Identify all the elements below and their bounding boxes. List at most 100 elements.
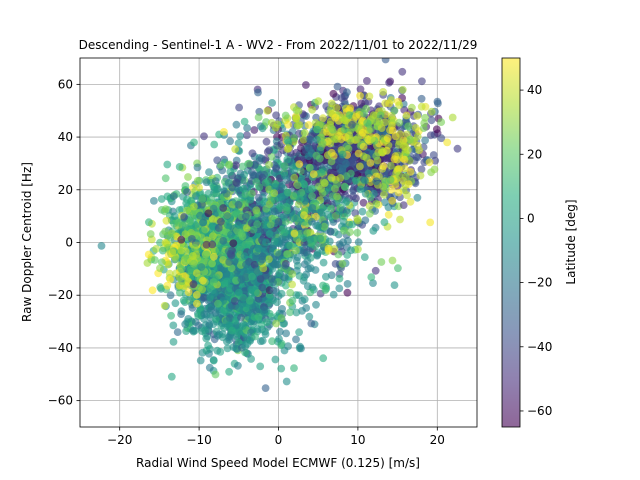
scatter-point (234, 361, 242, 370)
scatter-point (404, 122, 413, 131)
colorbar-tick-label: 0 (527, 211, 535, 225)
scatter-point (225, 367, 234, 376)
scatter-point (275, 202, 284, 211)
scatter-point (232, 161, 240, 170)
scatter-point (190, 202, 198, 211)
scatter-point (385, 99, 394, 108)
scatter-point (164, 260, 173, 269)
scatter-point (274, 217, 283, 226)
scatter-point (302, 304, 311, 312)
scatter-point (363, 119, 372, 127)
scatter-point (226, 284, 235, 293)
x-tick-label: 20 (430, 433, 445, 447)
scatter-point (284, 144, 293, 153)
scatter-point (270, 207, 279, 216)
scatter-point (443, 138, 452, 147)
scatter-point (327, 204, 336, 213)
scatter-point (406, 135, 414, 144)
scatter-point (270, 189, 279, 198)
scatter-point (196, 356, 205, 365)
scatter-point (211, 370, 220, 379)
scatter-point (238, 162, 247, 171)
scatter-point (205, 363, 214, 372)
scatter-point (362, 154, 371, 162)
scatter-point (209, 252, 218, 261)
scatter-point (376, 111, 385, 120)
scatter-point (311, 266, 320, 274)
scatter-point (260, 170, 268, 179)
scatter-point (191, 318, 200, 326)
scatter-point (190, 138, 198, 147)
scatter-point (278, 305, 286, 313)
scatter-point (345, 131, 353, 140)
scatter-point (181, 257, 190, 266)
scatter-point (169, 338, 178, 346)
scatter-point (425, 158, 434, 167)
scatter-point (208, 222, 217, 231)
scatter-point (319, 258, 328, 267)
scatter-point (293, 121, 302, 130)
scatter-point (413, 132, 422, 141)
y-tick-label: −60 (48, 394, 73, 408)
scatter-point (290, 229, 299, 238)
scatter-point (269, 286, 278, 295)
scatter-point (390, 281, 399, 289)
scatter-point (352, 176, 360, 185)
scatter-point (319, 114, 327, 123)
scatter-point (357, 99, 366, 108)
scatter-point (365, 92, 374, 101)
scatter-point (223, 212, 232, 220)
scatter-point (185, 267, 194, 275)
scatter-point (283, 250, 292, 258)
scatter-point (314, 222, 322, 230)
scatter-point (295, 328, 303, 337)
scatter-point (262, 238, 270, 247)
scatter-point (248, 272, 256, 281)
scatter-point (283, 206, 291, 215)
scatter-point (300, 211, 308, 220)
scatter-point (193, 299, 201, 308)
scatter-point (290, 134, 298, 142)
scatter-point (156, 238, 164, 247)
scatter-point (240, 252, 249, 260)
scatter-point (214, 224, 223, 232)
scatter-point (284, 241, 293, 250)
scatter-point (321, 286, 330, 294)
scatter-point (232, 179, 241, 188)
scatter-point (356, 91, 364, 100)
scatter-point (358, 128, 367, 137)
scatter-point (232, 120, 241, 129)
scatter-point (296, 195, 304, 203)
scatter-point (277, 182, 286, 191)
scatter-point (320, 179, 329, 188)
scatter-point (184, 288, 193, 297)
scatter-point (331, 113, 340, 122)
scatter-point (232, 344, 241, 353)
scatter-point (181, 230, 190, 239)
scatter-point (205, 320, 214, 328)
scatter-point (205, 168, 213, 177)
scatter-point (335, 274, 344, 283)
scatter-point (166, 233, 175, 242)
scatter-point (247, 355, 256, 363)
scatter-point (341, 198, 350, 207)
scatter-point (303, 257, 312, 266)
scatter-point (240, 117, 249, 126)
scatter-point (290, 173, 299, 182)
scatter-point (193, 176, 202, 185)
scatter-point (354, 238, 363, 247)
scatter-point (292, 246, 300, 255)
scatter-point (396, 215, 404, 224)
scatter-point (272, 164, 281, 173)
scatter-point (163, 160, 172, 169)
scatter-point (150, 197, 158, 205)
scatter-point (313, 125, 322, 134)
scatter-point (395, 101, 403, 109)
scatter-point (349, 192, 358, 201)
scatter-point (394, 264, 402, 273)
scatter-point (267, 153, 276, 161)
scatter-point (190, 326, 199, 335)
scatter-point (208, 232, 217, 241)
scatter-point (395, 118, 404, 127)
scatter-point (354, 149, 363, 158)
